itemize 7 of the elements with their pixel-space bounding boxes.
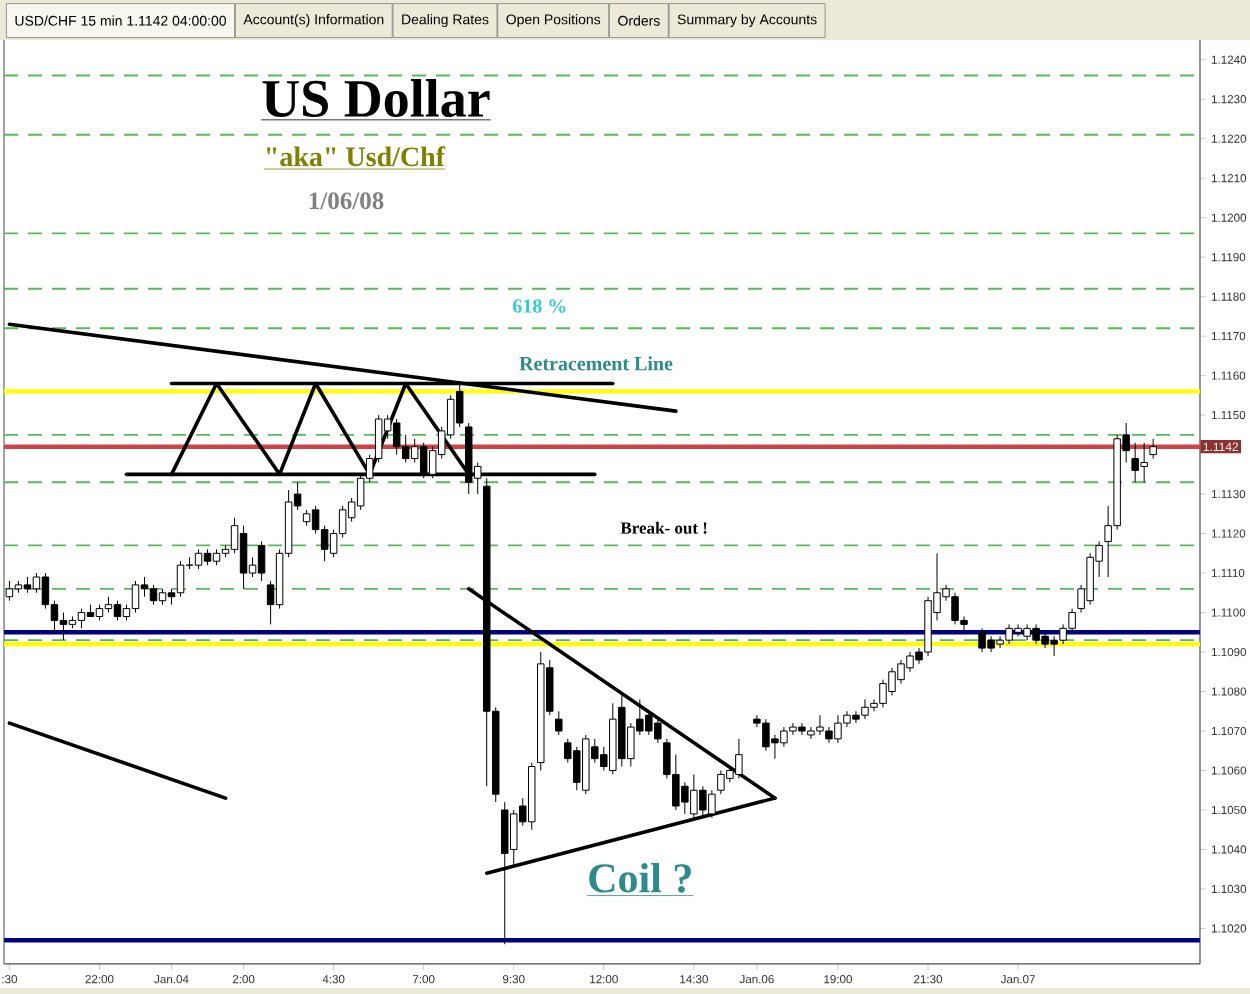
text: US Dollar [262,79,490,118]
annotation: Break- out ! [620,521,707,534]
annotation: Retracement Line [519,356,673,371]
text: "aka" Usd/Chf [266,146,446,167]
annotation: Coil ? [589,863,691,893]
annotation: 618 % [513,299,566,313]
annotation: 1/06/08 [309,192,384,210]
